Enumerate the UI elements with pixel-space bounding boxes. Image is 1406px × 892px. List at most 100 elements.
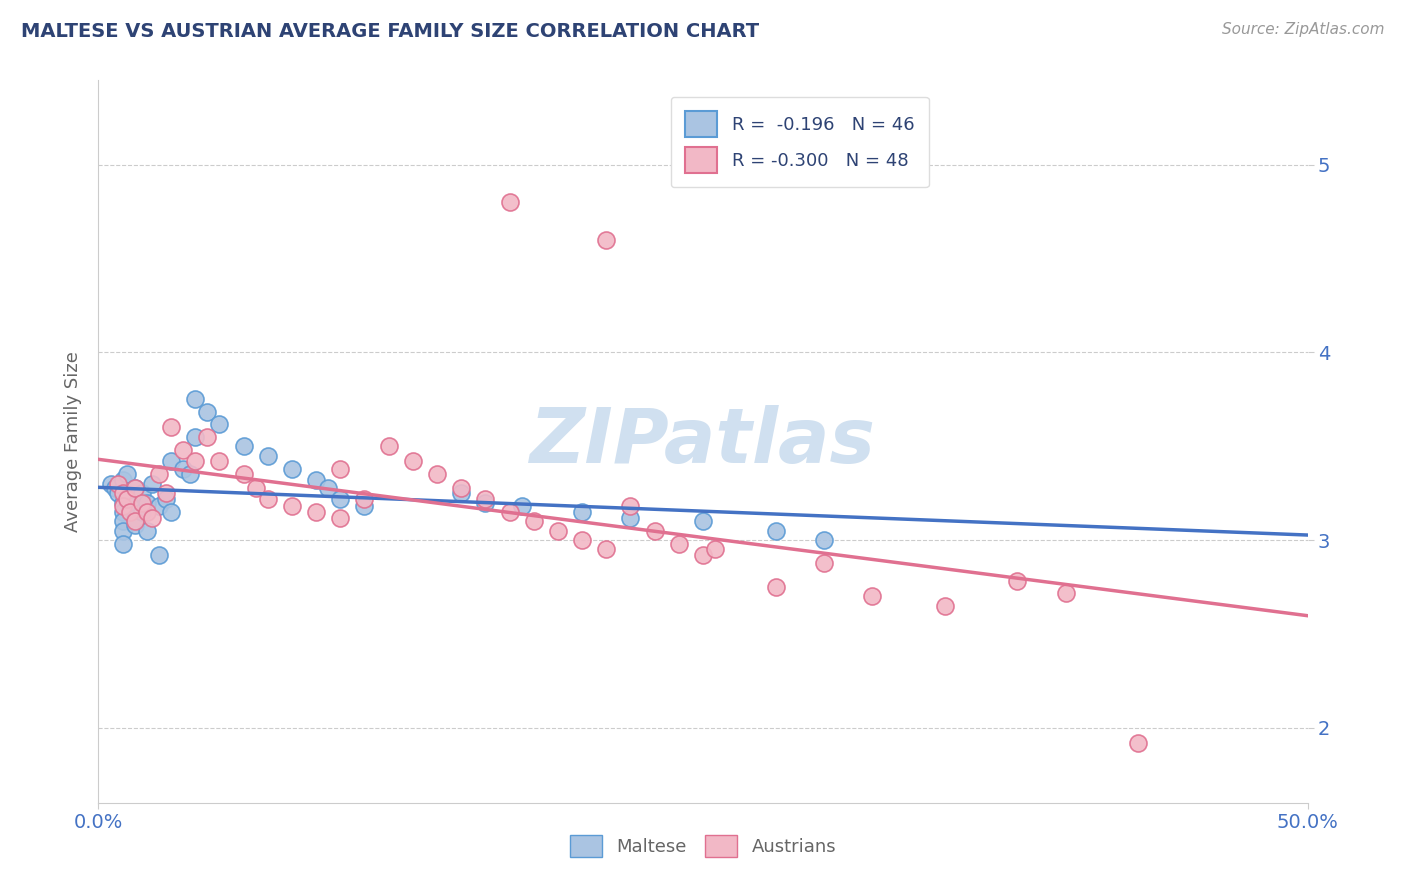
Text: Source: ZipAtlas.com: Source: ZipAtlas.com	[1222, 22, 1385, 37]
Point	[117, 491, 139, 506]
Point	[692, 548, 714, 562]
Point	[571, 533, 593, 547]
Point	[124, 510, 146, 524]
Point	[124, 514, 146, 528]
Point	[124, 481, 146, 495]
Point	[232, 439, 254, 453]
Point	[131, 486, 153, 500]
Point	[184, 454, 207, 468]
Point	[232, 467, 254, 482]
Point	[498, 505, 520, 519]
Point	[305, 505, 328, 519]
Point	[595, 233, 617, 247]
Point	[765, 524, 787, 538]
Point	[111, 500, 134, 514]
Point	[668, 537, 690, 551]
Point	[131, 505, 153, 519]
Point	[245, 481, 267, 495]
Point	[353, 491, 375, 506]
Point	[595, 542, 617, 557]
Point	[111, 514, 134, 528]
Point	[813, 556, 835, 570]
Point	[208, 417, 231, 431]
Point	[148, 500, 170, 514]
Point	[124, 518, 146, 533]
Point	[281, 500, 304, 514]
Point	[104, 481, 127, 495]
Point	[184, 392, 207, 407]
Point	[692, 514, 714, 528]
Point	[450, 486, 472, 500]
Point	[1007, 574, 1029, 589]
Point	[107, 476, 129, 491]
Point	[474, 495, 496, 509]
Point	[510, 500, 533, 514]
Point	[256, 491, 278, 506]
Point	[135, 495, 157, 509]
Point	[547, 524, 569, 538]
Point	[195, 405, 218, 419]
Point	[160, 454, 183, 468]
Point	[160, 505, 183, 519]
Point	[111, 505, 134, 519]
Point	[131, 495, 153, 509]
Point	[704, 542, 727, 557]
Point	[208, 454, 231, 468]
Point	[1128, 736, 1150, 750]
Point	[353, 500, 375, 514]
Point	[135, 505, 157, 519]
Y-axis label: Average Family Size: Average Family Size	[63, 351, 82, 532]
Point	[281, 462, 304, 476]
Legend: Maltese, Austrians: Maltese, Austrians	[561, 826, 845, 866]
Point	[155, 491, 177, 506]
Point	[426, 467, 449, 482]
Point	[148, 467, 170, 482]
Point	[619, 500, 641, 514]
Point	[329, 462, 352, 476]
Point	[195, 430, 218, 444]
Point	[644, 524, 666, 538]
Point	[111, 473, 134, 487]
Text: ZIPatlas: ZIPatlas	[530, 405, 876, 478]
Point	[111, 524, 134, 538]
Point	[141, 476, 163, 491]
Text: MALTESE VS AUSTRIAN AVERAGE FAMILY SIZE CORRELATION CHART: MALTESE VS AUSTRIAN AVERAGE FAMILY SIZE …	[21, 22, 759, 41]
Point	[934, 599, 956, 613]
Point	[172, 442, 194, 457]
Point	[765, 580, 787, 594]
Point	[179, 467, 201, 482]
Point	[107, 486, 129, 500]
Point	[402, 454, 425, 468]
Point	[111, 537, 134, 551]
Point	[450, 481, 472, 495]
Point	[498, 195, 520, 210]
Point	[184, 430, 207, 444]
Point	[1054, 585, 1077, 599]
Point	[117, 491, 139, 506]
Point	[813, 533, 835, 547]
Point	[141, 510, 163, 524]
Point	[172, 462, 194, 476]
Point	[111, 486, 134, 500]
Point	[100, 476, 122, 491]
Point	[111, 495, 134, 509]
Point	[329, 491, 352, 506]
Point	[135, 524, 157, 538]
Point	[118, 500, 141, 514]
Point	[619, 510, 641, 524]
Point	[305, 473, 328, 487]
Point	[118, 505, 141, 519]
Point	[523, 514, 546, 528]
Point	[155, 486, 177, 500]
Point	[124, 481, 146, 495]
Point	[117, 467, 139, 482]
Point	[377, 439, 399, 453]
Point	[148, 548, 170, 562]
Point	[160, 420, 183, 434]
Point	[316, 481, 339, 495]
Point	[860, 590, 883, 604]
Point	[256, 449, 278, 463]
Point	[474, 491, 496, 506]
Point	[329, 510, 352, 524]
Point	[571, 505, 593, 519]
